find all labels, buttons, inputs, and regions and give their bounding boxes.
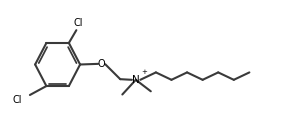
Text: +: + (141, 68, 147, 75)
Text: Cl: Cl (13, 95, 22, 105)
Text: N: N (132, 75, 140, 85)
Text: O: O (98, 59, 105, 69)
Text: Cl: Cl (73, 18, 82, 28)
